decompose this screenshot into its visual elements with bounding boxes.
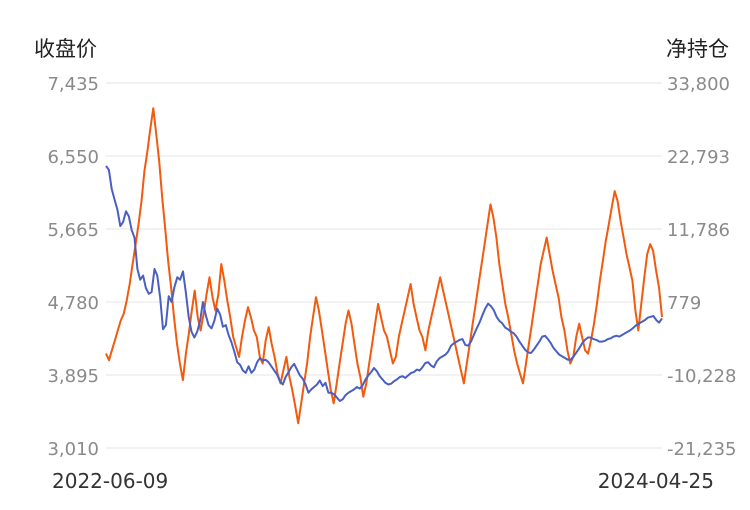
net-position-line	[105, 107, 663, 425]
right-tick-label: 11,786	[667, 220, 730, 241]
right-axis-ticks: 33,800 22,793 11,786 779 -10,228 -21,235	[667, 74, 736, 460]
series-layer	[105, 107, 663, 425]
left-tick-label: 7,435	[47, 74, 99, 95]
x-axis-start-label: 2022-06-09	[52, 469, 168, 493]
x-axis-end-label: 2024-04-25	[598, 469, 714, 493]
left-tick-label: 4,780	[47, 293, 99, 314]
left-axis-title: 收盘价	[34, 37, 97, 61]
grid-lines	[106, 82, 662, 449]
right-tick-label: 33,800	[667, 74, 730, 95]
left-tick-label: 5,665	[47, 220, 99, 241]
left-axis-ticks: 7,435 6,550 5,665 4,780 3,895 3,010	[47, 74, 99, 460]
closing-price-line	[105, 165, 663, 402]
right-tick-label: -21,235	[667, 439, 736, 460]
left-tick-label: 3,010	[47, 439, 99, 460]
right-tick-label: -10,228	[667, 366, 736, 387]
left-tick-label: 6,550	[47, 147, 99, 168]
left-tick-label: 3,895	[47, 366, 99, 387]
right-axis-title: 净持仓	[666, 37, 729, 61]
right-tick-label: 22,793	[667, 147, 730, 168]
right-tick-label: 779	[667, 293, 701, 314]
